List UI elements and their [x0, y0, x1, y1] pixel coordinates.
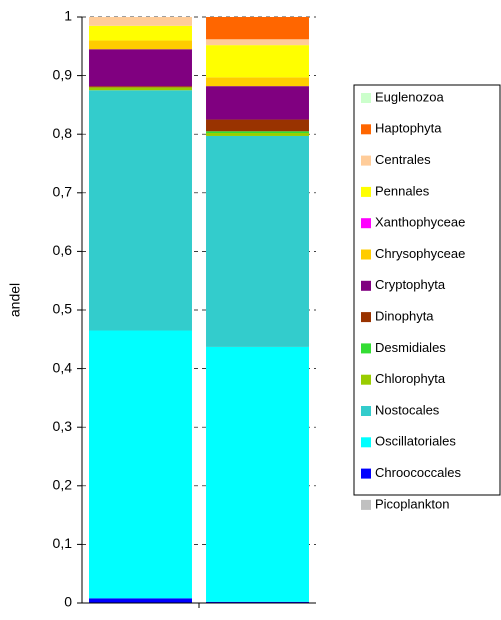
bar-segment: [206, 86, 309, 120]
bar-segment: [89, 17, 192, 26]
legend-swatch: [361, 312, 371, 323]
y-tick-label: 1: [64, 8, 72, 24]
legend-swatch: [361, 186, 371, 197]
bar-segment: [206, 39, 309, 46]
bar-segment: [206, 77, 309, 87]
y-tick-label: 0,5: [53, 301, 73, 317]
bar-segment: [89, 86, 192, 88]
bar-segment: [89, 49, 192, 87]
legend-label: Dinophyta: [375, 309, 434, 324]
legend-label: Cryptophyta: [375, 277, 446, 292]
bar-segment: [89, 90, 192, 331]
legend-label: Oscillatoriales: [375, 434, 456, 449]
y-tick-label: 0,3: [53, 418, 73, 434]
bar-segment: [89, 598, 192, 603]
legend-label: Nostocales: [375, 402, 440, 417]
y-tick-label: 0,1: [53, 535, 73, 551]
legend-label: Chlorophyta: [375, 371, 446, 386]
bar-segment: [206, 135, 309, 347]
legend-label: Haptophyta: [375, 121, 442, 136]
y-axis-label: andel: [7, 283, 23, 317]
bar-segment: [206, 131, 309, 134]
bar-segment: [89, 87, 192, 91]
y-tick-label: 0: [64, 594, 72, 610]
bar-segment: [89, 330, 192, 599]
legend-swatch: [361, 343, 371, 354]
y-tick-label: 0,6: [53, 242, 73, 258]
legend-swatch: [361, 93, 371, 103]
legend-swatch: [361, 124, 371, 135]
bar-segment: [206, 17, 309, 40]
legend-swatch: [361, 280, 371, 291]
legend-swatch: [361, 249, 371, 260]
y-tick-label: 0,4: [53, 359, 73, 375]
bar-segment: [206, 45, 309, 78]
legend-swatch: [361, 499, 371, 510]
bar-segment: [206, 346, 309, 602]
bar-segment: [206, 119, 309, 132]
legend-label: Pennales: [375, 183, 430, 198]
y-tick-label: 0,8: [53, 125, 73, 141]
legend-box: [353, 84, 501, 496]
legend-swatch: [361, 374, 371, 385]
legend-swatch: [361, 218, 371, 229]
legend-label: Chroococcales: [375, 465, 461, 480]
bar-segment: [206, 601, 309, 603]
legend-label: Picoplankton: [375, 496, 449, 511]
bar-segment: [206, 133, 309, 136]
bar-segment: [89, 25, 192, 41]
legend-label: Euglenozoa: [375, 89, 444, 104]
legend-swatch: [361, 437, 371, 448]
y-tick-label: 0,2: [53, 477, 73, 493]
legend-label: Chrysophyceae: [375, 246, 465, 261]
bar-segment: [89, 40, 192, 50]
legend-label: Centrales: [375, 152, 431, 167]
legend-label: Desmidiales: [375, 340, 446, 355]
legend-swatch: [361, 406, 371, 416]
legend-label: Xanthophyceae: [375, 215, 465, 230]
y-tick-label: 0,9: [53, 66, 73, 82]
legend-swatch: [361, 155, 371, 166]
y-tick-label: 0,7: [53, 184, 73, 200]
legend-swatch: [361, 468, 371, 479]
